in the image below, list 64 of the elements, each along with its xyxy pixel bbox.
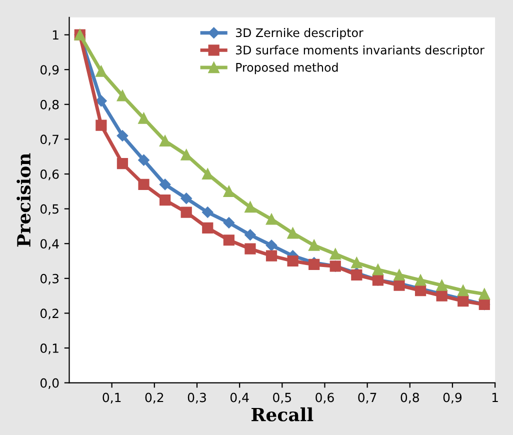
point	[116, 158, 128, 170]
y-tick-label: 1	[52, 30, 58, 40]
point	[287, 228, 298, 239]
x-tick-label: 0,1	[102, 392, 121, 404]
point	[351, 257, 362, 268]
x-tick-label: 0,3	[188, 392, 206, 404]
point	[266, 240, 278, 251]
y-tick-label: 0,4	[40, 239, 59, 250]
point	[330, 248, 341, 260]
point	[180, 192, 192, 204]
point	[266, 214, 278, 225]
point	[159, 178, 171, 190]
y-tick-label: 0,6	[40, 169, 59, 180]
point	[116, 90, 128, 102]
point	[180, 206, 192, 218]
point	[223, 234, 234, 246]
point	[96, 120, 107, 131]
point	[223, 186, 234, 197]
y-tick-label: 0,1	[40, 343, 58, 354]
x-axis-title: Recall	[252, 407, 314, 422]
point	[96, 66, 107, 77]
x-tick-label: 0,7	[358, 392, 376, 404]
y-axis-title: Precision	[16, 153, 31, 247]
point	[414, 274, 426, 286]
y-tick-label: 0,3	[40, 274, 59, 285]
y-tick-label: 0,0	[40, 378, 59, 389]
x-tick-label: 0,4	[230, 392, 249, 404]
x-tick-label: 1	[492, 392, 498, 402]
x-tick-label: 0,8	[400, 392, 419, 404]
point	[458, 285, 469, 296]
point	[180, 149, 192, 160]
legend-label: 3D Zernike descriptor	[236, 28, 364, 40]
legend-label: 3D surface moments invariants descriptor	[236, 45, 484, 57]
point	[266, 250, 278, 262]
y-tick-label: 0,9	[40, 65, 59, 76]
point	[478, 288, 490, 300]
point	[244, 243, 256, 254]
x-tick-label: 0,5	[273, 392, 291, 404]
y-tick-label: 0,5	[40, 204, 58, 215]
point	[244, 202, 256, 213]
point	[138, 154, 150, 166]
point	[244, 229, 256, 241]
point	[202, 206, 214, 218]
point	[96, 95, 107, 107]
point	[394, 269, 405, 280]
point	[372, 264, 384, 276]
point	[223, 217, 235, 228]
point	[414, 285, 426, 296]
point	[160, 135, 171, 146]
point	[308, 240, 320, 251]
point	[138, 178, 150, 190]
point	[116, 130, 128, 142]
y-tick-label: 0,2	[40, 308, 58, 320]
x-tick-label: 0,6	[316, 392, 334, 404]
point	[202, 222, 214, 234]
x-tick-label: 0,2	[145, 392, 164, 404]
point	[160, 194, 171, 206]
point	[138, 112, 150, 124]
y-tick-label: 0,7	[40, 134, 58, 146]
point	[436, 280, 448, 291]
x-tick-label: 0,9	[443, 392, 462, 404]
point	[287, 255, 298, 267]
y-tick-label: 0,8	[40, 100, 59, 111]
legend-label: Proposed method	[236, 62, 338, 74]
